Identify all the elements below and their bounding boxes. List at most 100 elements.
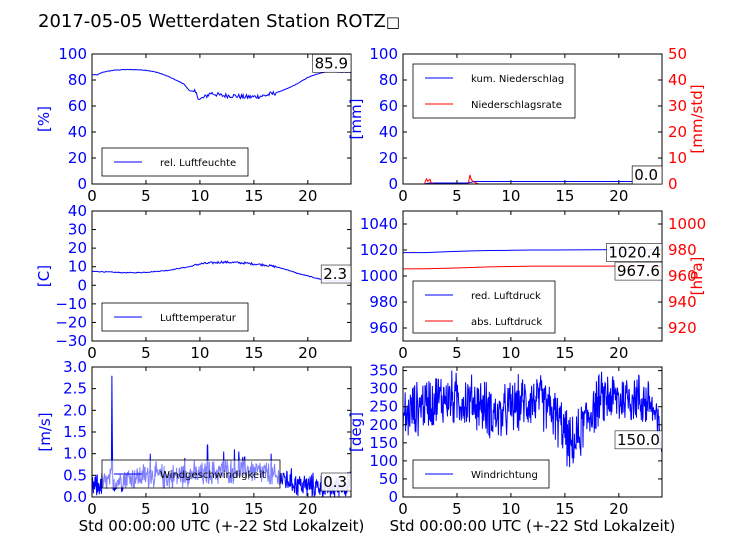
y-axis-label: [m/s] [36, 412, 54, 451]
y-tick-label: 40 [68, 123, 87, 141]
legend: kum. Niederschlag Niederschlagsrate [412, 63, 576, 119]
y-tick-label: 960 [369, 319, 398, 337]
y-right-tick-label: 980 [668, 241, 697, 259]
x-tick-label: 15 [555, 187, 574, 205]
value-label-box [320, 472, 352, 492]
x-tick-label: 20 [609, 344, 628, 362]
legend-label: red. Luftdruck [471, 291, 541, 302]
series-line-temperature-0 [92, 260, 351, 283]
value-label-box [614, 430, 663, 450]
y-tick-label: 250 [369, 398, 398, 416]
panel-humidity: 0 5 10 15 20 0 20 40 60 80 100 [%] rel. Luftfeuchte 8… [35, 45, 352, 205]
y-tick-label: 20 [379, 149, 398, 167]
x-tick-label: 10 [501, 187, 520, 205]
y-tick-label: 2.0 [63, 401, 87, 419]
y-tick-label: 80 [379, 71, 398, 89]
y-tick-label: 2.5 [63, 380, 87, 398]
last-value-label: 1020.4 [608, 243, 661, 261]
x-tick-label: 10 [501, 344, 520, 362]
y-tick-label: 20 [68, 239, 87, 257]
x-tick-label: 5 [452, 187, 462, 205]
y-tick-label: 150 [369, 434, 398, 452]
panel-precipitation: 0 5 10 15 20 0 20 40 60 80 100 0 10 20 30 40 50 [mm] [mm/s… [347, 45, 706, 205]
y-tick-label: 1.5 [63, 423, 87, 441]
y-tick-label: 60 [68, 97, 87, 115]
x-tick-label: 20 [298, 500, 317, 518]
y-tick-label: 100 [58, 45, 87, 63]
x-tick-label: 20 [298, 344, 317, 362]
panel-windspeed: 0 5 10 15 20 0.0 0.5 1.0 1.5 2.0 2.5 3.0 [m/s] Std 00… [36, 358, 364, 535]
x-tick-label: 20 [609, 187, 628, 205]
legend-label: abs. Luftdruck [471, 317, 542, 328]
y-tick-label: 350 [369, 362, 398, 380]
x-tick-label: 0 [398, 187, 408, 205]
y-right-tick-label: 960 [668, 267, 697, 285]
panel-pressure: 0 5 10 15 20 960 980 1000 1020 1040 920 940 960 980 10… [360, 210, 706, 362]
legend-box [412, 280, 556, 334]
y-right-tick-label: 30 [668, 97, 687, 115]
y-tick-label: 0 [77, 175, 87, 193]
x-tick-label: 0 [87, 187, 97, 205]
x-tick-label: 0 [87, 500, 97, 518]
x-tick-label: 5 [141, 187, 151, 205]
legend-label: kum. Niederschlag [471, 74, 564, 85]
y-tick-label: 30 [68, 221, 87, 239]
series-line-humidity-0 [92, 68, 351, 100]
value-label-box [320, 264, 352, 284]
series-line-precipitation-1 [403, 174, 662, 184]
y-tick-label: 100 [369, 452, 398, 470]
last-value-label: 0.3 [323, 473, 347, 491]
x-tick-label: 10 [190, 187, 209, 205]
y-tick-label: 1040 [360, 215, 398, 233]
y-tick-label: 10 [68, 258, 87, 276]
y-axis-label-right: [mm/std] [688, 84, 706, 153]
legend-label: Lufttemperatur [160, 313, 237, 324]
y-tick-label: 0.5 [63, 466, 87, 484]
y-axis-label: [C] [35, 265, 53, 287]
y-tick-label: 980 [369, 293, 398, 311]
y-axis-label: [deg] [347, 412, 365, 452]
y-right-tick-label: 50 [668, 45, 687, 63]
axes-frame [402, 53, 663, 185]
axes-frame [91, 53, 352, 185]
y-tick-label: 3.0 [63, 358, 87, 376]
x-tick-label: 15 [555, 500, 574, 518]
y-tick-label: 20 [68, 149, 87, 167]
y-tick-label: 1.0 [63, 445, 87, 463]
y-tick-label: −20 [55, 313, 87, 331]
y-tick-label: 80 [68, 71, 87, 89]
y-right-tick-label: 20 [668, 123, 687, 141]
last-value-label: 2.3 [323, 265, 347, 283]
y-axis-label: [%] [35, 106, 53, 132]
y-tick-label: −10 [55, 295, 87, 313]
figure-title: 2017-05-05 Wetterdaten Station ROTZ□ [38, 11, 400, 32]
value-label-box [614, 261, 663, 281]
value-label-box [606, 243, 663, 262]
x-axis-label: Std 00:00:00 UTC (+-22 Std Lokalzeit) [390, 517, 676, 535]
x-tick-label: 20 [298, 187, 317, 205]
y-right-tick-label: 1000 [668, 215, 706, 233]
y-axis-label-right: [hPa] [688, 257, 706, 296]
x-tick-label: 15 [244, 344, 263, 362]
y-tick-label: 60 [379, 97, 398, 115]
panel-temperature: 0 5 10 15 20−30−20−10010203040[C]Lufttempera… [35, 202, 352, 362]
series-line-winddirection-0 [403, 370, 662, 468]
legend-label: Niederschlagsrate [471, 100, 562, 111]
y-tick-label: 0 [77, 276, 87, 294]
y-tick-label: 0 [388, 175, 398, 193]
y-right-tick-label: 10 [668, 149, 687, 167]
y-right-tick-label: 940 [668, 293, 697, 311]
y-tick-label: 1020 [360, 241, 398, 259]
x-tick-label: 0 [398, 344, 408, 362]
value-label-box [312, 54, 352, 73]
x-tick-label: 0 [398, 500, 408, 518]
last-value-label: 85.9 [315, 54, 348, 72]
x-tick-label: 10 [190, 344, 209, 362]
legend-box [412, 63, 576, 119]
y-tick-label: −30 [55, 332, 87, 350]
legend: Windgeschwindigkeit [101, 459, 281, 489]
legend-label: Windrichtung [471, 470, 538, 481]
y-axis-label: [mm] [347, 99, 365, 140]
y-tick-label: 100 [369, 45, 398, 63]
